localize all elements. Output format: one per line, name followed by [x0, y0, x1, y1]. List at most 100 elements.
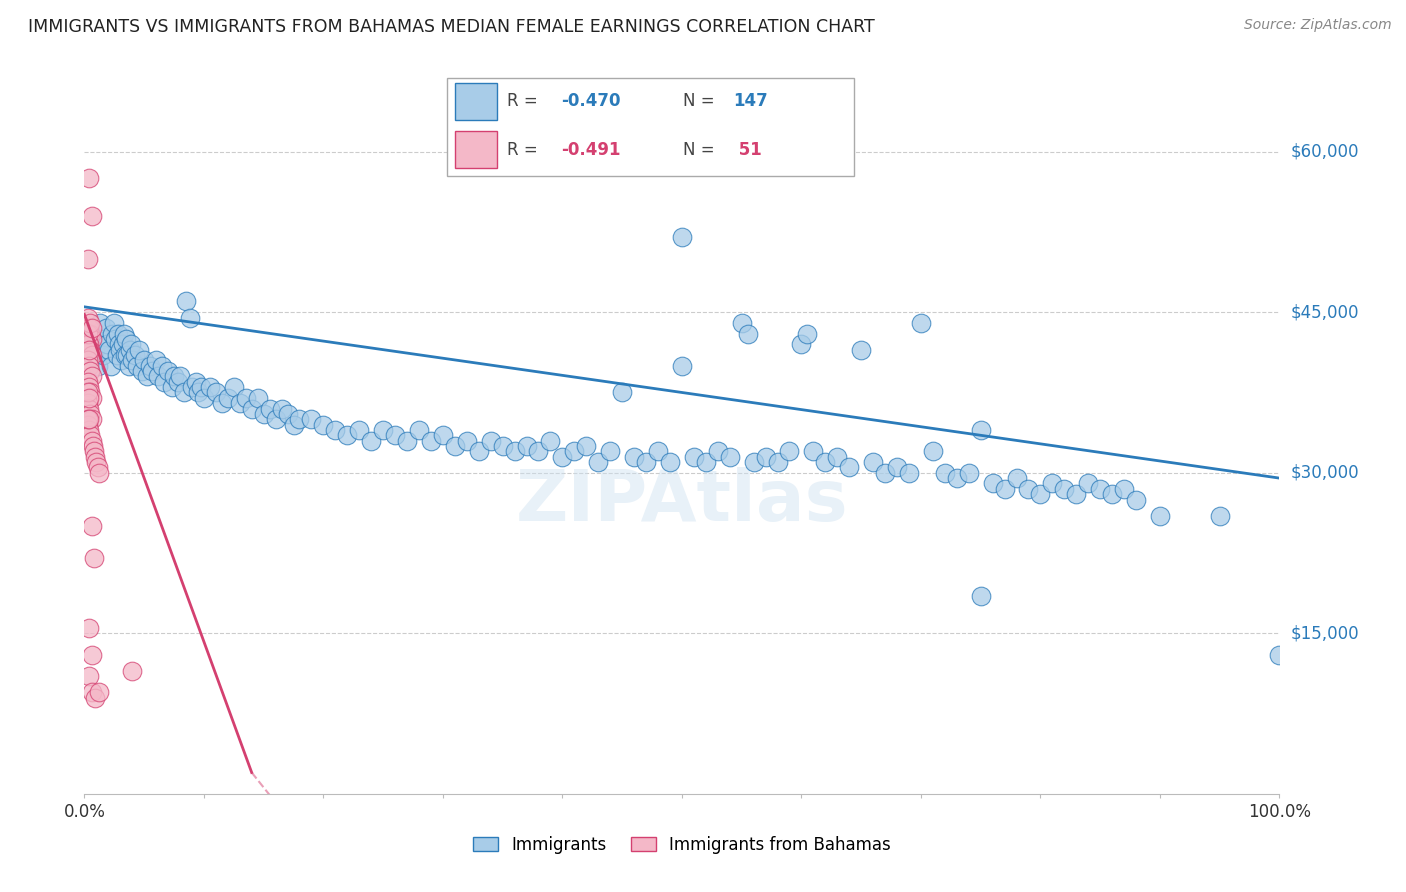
- Point: [1029, 487, 1052, 501]
- Point: [128, 343, 150, 357]
- Point: [718, 450, 741, 464]
- Point: [82, 326, 104, 341]
- Point: [184, 375, 207, 389]
- Point: [77, 310, 100, 325]
- Point: [420, 434, 443, 448]
- Point: [211, 396, 233, 410]
- Point: [86, 460, 108, 475]
- Point: [217, 391, 239, 405]
- Point: [1005, 471, 1028, 485]
- Point: [79, 428, 101, 442]
- Point: [80, 648, 103, 662]
- Text: Source: ZipAtlas.com: Source: ZipAtlas.com: [1244, 18, 1392, 32]
- Point: [1018, 482, 1040, 496]
- Point: [79, 316, 101, 330]
- Point: [166, 375, 188, 389]
- Point: [551, 450, 574, 464]
- Point: [957, 466, 980, 480]
- Point: [1125, 492, 1147, 507]
- Point: [84, 690, 107, 705]
- Point: [408, 423, 430, 437]
- Point: [100, 359, 122, 373]
- Point: [77, 669, 100, 683]
- Point: [103, 316, 125, 330]
- Point: [695, 455, 717, 469]
- Point: [150, 359, 173, 373]
- Point: [139, 359, 162, 373]
- Point: [190, 380, 212, 394]
- Point: [1209, 508, 1232, 523]
- Point: [181, 380, 204, 394]
- Point: [80, 348, 103, 362]
- Point: [671, 359, 693, 373]
- Point: [77, 412, 100, 426]
- Point: [766, 455, 789, 469]
- Point: [886, 460, 908, 475]
- Point: [77, 621, 100, 635]
- Point: [86, 359, 108, 373]
- Point: [117, 348, 139, 362]
- Point: [803, 444, 825, 458]
- Point: [111, 337, 134, 351]
- Point: [1268, 648, 1291, 662]
- Point: [84, 450, 107, 464]
- Point: [862, 455, 884, 469]
- Point: [384, 428, 406, 442]
- Point: [1149, 508, 1171, 523]
- Point: [125, 359, 148, 373]
- Point: [516, 439, 538, 453]
- Point: [80, 685, 103, 699]
- FancyBboxPatch shape: [447, 78, 853, 177]
- Point: [77, 353, 100, 368]
- Text: 51: 51: [734, 141, 762, 159]
- Point: [87, 685, 110, 699]
- Text: $30,000: $30,000: [1291, 464, 1360, 482]
- Point: [77, 396, 100, 410]
- Point: [970, 589, 993, 603]
- Point: [121, 353, 143, 368]
- Point: [79, 385, 101, 400]
- Point: [145, 353, 167, 368]
- Point: [838, 460, 860, 475]
- Point: [647, 444, 669, 458]
- Point: [107, 326, 129, 341]
- Point: [84, 343, 107, 357]
- Point: [77, 171, 100, 186]
- Point: [288, 412, 311, 426]
- Point: [283, 417, 305, 432]
- Point: [101, 326, 124, 341]
- Point: [1042, 476, 1064, 491]
- Point: [118, 343, 141, 357]
- Point: [575, 439, 598, 453]
- Point: [671, 230, 693, 244]
- Point: [117, 359, 139, 373]
- Point: [114, 348, 136, 362]
- Text: -0.470: -0.470: [561, 93, 620, 111]
- Point: [112, 326, 135, 341]
- Point: [80, 519, 103, 533]
- Point: [264, 412, 287, 426]
- Point: [910, 316, 932, 330]
- Point: [104, 332, 127, 346]
- Point: [396, 434, 419, 448]
- Point: [1053, 482, 1076, 496]
- Point: [349, 423, 371, 437]
- Point: [1066, 487, 1088, 501]
- Point: [148, 369, 170, 384]
- Legend: Immigrants, Immigrants from Bahamas: Immigrants, Immigrants from Bahamas: [464, 828, 900, 862]
- Point: [1090, 482, 1112, 496]
- Text: 147: 147: [734, 93, 768, 111]
- Point: [707, 444, 730, 458]
- Point: [115, 332, 138, 346]
- Point: [83, 444, 105, 458]
- Point: [110, 353, 132, 368]
- Point: [468, 444, 491, 458]
- Point: [94, 321, 117, 335]
- Point: [93, 348, 115, 362]
- Point: [527, 444, 550, 458]
- Text: ZIPAtlas: ZIPAtlas: [516, 467, 848, 536]
- Text: IMMIGRANTS VS IMMIGRANTS FROM BAHAMAS MEDIAN FEMALE EARNINGS CORRELATION CHART: IMMIGRANTS VS IMMIGRANTS FROM BAHAMAS ME…: [28, 18, 875, 36]
- Point: [160, 380, 183, 394]
- Point: [121, 664, 143, 678]
- Point: [105, 348, 128, 362]
